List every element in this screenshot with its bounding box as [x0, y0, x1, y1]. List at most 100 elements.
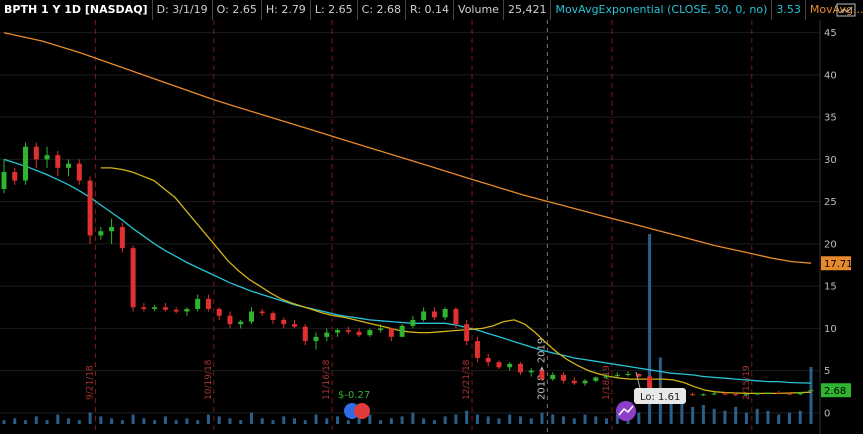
candle-body: [550, 374, 556, 380]
candle-body: [485, 357, 491, 363]
candle: [109, 218, 115, 244]
candle-body: [561, 374, 567, 381]
candle-body: [66, 163, 72, 168]
volume-bar: [637, 412, 641, 424]
volume-bar: [486, 416, 490, 424]
volume-bar: [357, 418, 361, 424]
candle: [711, 391, 717, 396]
candle: [238, 319, 244, 329]
low-callout: Lo: 1.61: [634, 371, 686, 404]
volume-value: 25,421: [504, 0, 552, 20]
candle: [162, 303, 168, 312]
volume-bar: [325, 418, 329, 424]
candle-body: [743, 394, 749, 396]
sma-study-label[interactable]: MovAvg...: [806, 0, 863, 20]
candle-body: [410, 319, 416, 326]
volume-bar: [271, 420, 275, 424]
candle-body: [367, 330, 373, 336]
volume-bar: [454, 414, 458, 424]
volume-bar: [669, 389, 673, 424]
candle-body: [636, 374, 642, 377]
candle: [517, 362, 523, 375]
candle: [614, 372, 620, 378]
volume-bar: [67, 418, 71, 424]
volume-bar: [422, 418, 426, 424]
volume-bar: [45, 420, 49, 424]
candle: [453, 307, 459, 329]
candle: [184, 307, 190, 316]
candle-body: [431, 311, 437, 318]
candle-body: [324, 332, 330, 337]
candle-body: [582, 380, 588, 384]
year-marker-label: 2018 ▸ 2019: [536, 338, 547, 400]
candle-body: [421, 311, 427, 320]
candle-body: [184, 308, 190, 312]
candle: [410, 315, 416, 329]
volume-bar: [185, 418, 189, 424]
candle: [733, 392, 739, 396]
open-readout: O: 2.65: [213, 0, 262, 20]
sma-price-badge-label: 17.71: [824, 259, 853, 270]
volume-bar: [766, 410, 770, 424]
candle: [23, 142, 29, 185]
volume-bar: [88, 412, 92, 424]
ema-study-label[interactable]: MovAvgExponential (CLOSE, 50, 0, no): [551, 0, 773, 20]
chart-grid: [0, 32, 820, 414]
earnings-icon[interactable]: [354, 403, 370, 419]
candle: [1, 159, 7, 194]
candle: [302, 324, 308, 346]
date-marker-label: 10/19/18: [204, 359, 214, 400]
candle: [259, 308, 265, 316]
symbol-label[interactable]: BPTH 1 Y 1D [NASDAQ]: [0, 0, 153, 20]
volume-bar: [120, 420, 124, 424]
event-icon-group[interactable]: [616, 401, 636, 421]
volume-bar: [443, 416, 447, 424]
ema50-line: [3, 158, 812, 384]
candle-body: [517, 363, 523, 373]
volume-bar: [389, 418, 393, 424]
dividend-event[interactable]: $-0.27: [338, 390, 370, 419]
date-marker-label: 2/15/19: [742, 365, 752, 400]
volume-bar: [583, 414, 587, 424]
candle-body: [292, 324, 298, 327]
volume-bar: [475, 414, 479, 424]
volume-bar: [605, 418, 609, 424]
volume-bar: [110, 418, 114, 424]
candle-body: [227, 315, 233, 325]
candle: [173, 307, 179, 314]
volume-bar: [432, 420, 436, 424]
volume-bar: [24, 420, 28, 424]
candle: [690, 392, 696, 396]
candle-body: [281, 319, 287, 325]
volume-bar: [2, 420, 6, 424]
volume-bar: [680, 401, 684, 424]
date-marker-label: 1/18/19: [602, 365, 612, 400]
candle-body: [44, 155, 50, 160]
candle: [281, 317, 287, 329]
candle-body: [776, 392, 782, 394]
candle: [44, 146, 50, 168]
volume-bar: [260, 418, 264, 424]
candle: [625, 371, 631, 377]
low-readout: L: 2.65: [311, 0, 358, 20]
price-chart[interactable]: 9/21/18 10/19/18 11/16/18 12/21/18 1/18/19 2/…: [0, 20, 863, 434]
candle-body: [205, 298, 211, 309]
candle-body: [76, 163, 82, 181]
price-tick-label: 40: [824, 70, 837, 81]
candle-body: [216, 308, 222, 316]
sma-price-badge: 17.71: [821, 256, 853, 271]
date-readout: D: 3/1/19: [153, 0, 213, 20]
candle: [87, 176, 93, 244]
candle: [507, 362, 513, 371]
volume-bar: [508, 414, 512, 424]
candle-body: [474, 341, 480, 358]
volume-bar: [411, 412, 415, 424]
candle-body: [259, 311, 265, 314]
price-tick-label: 5: [824, 366, 830, 377]
candle: [421, 307, 427, 322]
volume-bar: [497, 418, 501, 424]
candle: [12, 167, 18, 185]
settings-gear-icon[interactable]: [835, 2, 857, 18]
volume-bar: [174, 420, 178, 424]
study-lines: [3, 32, 812, 395]
